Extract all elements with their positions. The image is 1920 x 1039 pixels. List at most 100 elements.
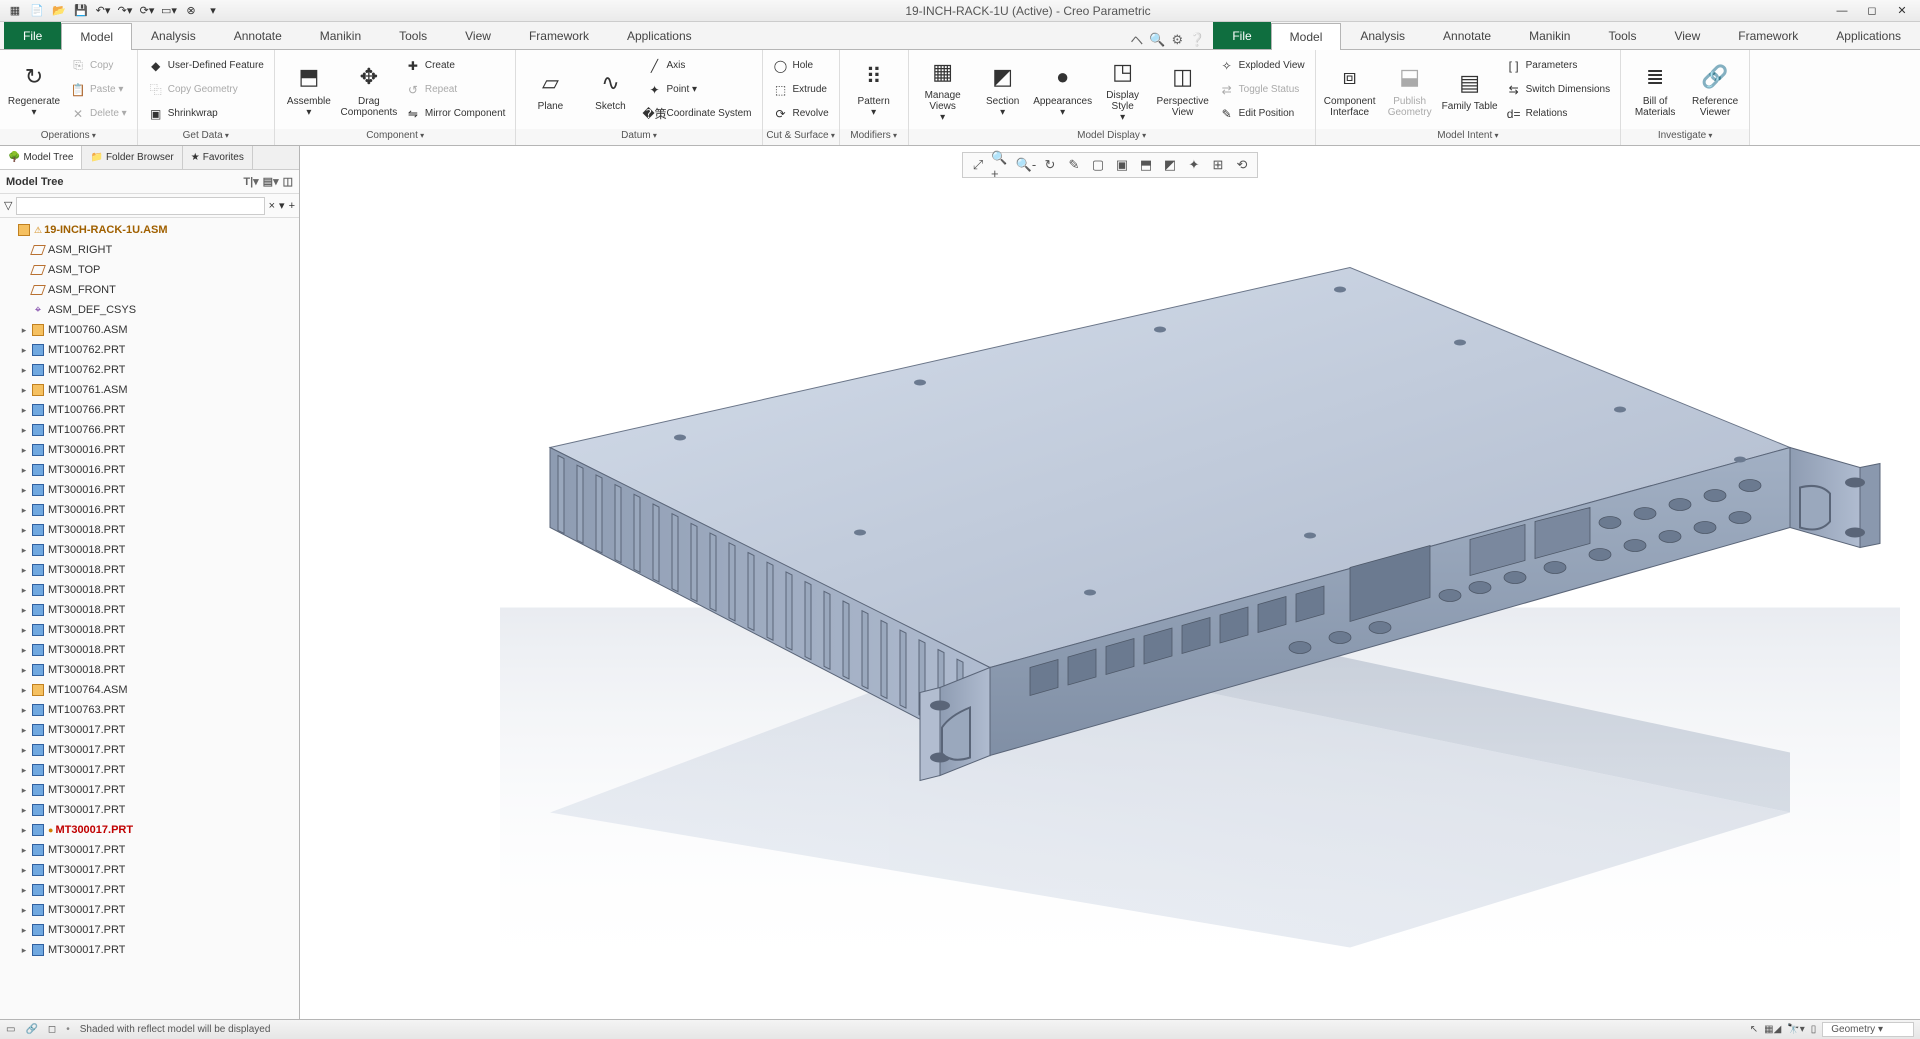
sidebar-tab-folder-browser[interactable]: 📁Folder Browser [82,146,182,169]
tree-expand-icon[interactable]: ▸ [18,905,30,916]
view-tool-11[interactable]: ⟲ [1231,154,1253,176]
tree-expand-icon[interactable]: ▸ [18,885,30,896]
ribbon-tab-file[interactable]: File [4,22,61,49]
ribbon-btn-relations[interactable]: d=Relations [1502,103,1614,125]
minimize-button[interactable]: — [1828,2,1856,20]
qat-close-icon[interactable]: ⊗ [182,2,200,20]
tree-expand-icon[interactable]: ▸ [18,625,30,636]
ribbon-btn-delete-[interactable]: ✕Delete ▾ [66,103,131,125]
qat-windows-icon[interactable]: ▭▾ [160,2,178,20]
tree-expand-icon[interactable]: ▸ [18,465,30,476]
qat-save-icon[interactable]: 💾 [72,2,90,20]
tree-expand-icon[interactable]: ▸ [18,865,30,876]
ribbon-btn-edit-position[interactable]: ✎Edit Position [1215,103,1309,125]
ribbon-btn-manage-views[interactable]: ▦Manage Views▾ [915,54,971,126]
qat-new-icon[interactable]: ▦ [6,2,24,20]
tree-node[interactable]: ▸MT100760.ASM [0,320,299,340]
status-binoculars-icon[interactable]: 🔭▾ [1787,1024,1804,1035]
close-button[interactable]: ✕ [1888,2,1916,20]
view-tool-5[interactable]: ▢ [1087,154,1109,176]
tree-expand-icon[interactable]: ▸ [18,405,30,416]
ribbon-btn-pattern[interactable]: ⠿Pattern▾ [846,54,902,126]
ribbon-btn-plane[interactable]: ▱Plane [522,54,578,126]
ribbon-tab-view[interactable]: View [1655,22,1719,49]
view-tool-9[interactable]: ✦ [1183,154,1205,176]
ribbon-btn-bill-of-materials[interactable]: ≣Bill of Materials [1627,54,1683,126]
qat-regen-icon[interactable]: ⟳▾ [138,2,156,20]
tree-expand-icon[interactable]: ▸ [18,365,30,376]
ribbon-btn-shrinkwrap[interactable]: ▣Shrinkwrap [144,103,268,125]
ribbon-btn-user-defined-feature[interactable]: ◆User-Defined Feature [144,55,268,77]
tree-node[interactable]: ▸MT300017.PRT [0,720,299,740]
ribbon-group-label[interactable]: Model Display [909,129,1315,145]
ribbon-group-label[interactable]: Datum [516,129,761,145]
sidebar-tab-model-tree[interactable]: 🌳Model Tree [0,146,82,169]
ribbon-group-label[interactable]: Modifiers [840,129,908,145]
ribbon-btn-extrude[interactable]: ⬚Extrude [769,79,833,101]
sidebar-tab-favorites[interactable]: ★Favorites [183,146,253,169]
tree-filter-input[interactable] [16,197,264,215]
ribbon-tab-model[interactable]: Model [1271,23,1342,50]
tree-expand-icon[interactable]: ▸ [18,745,30,756]
tree-node[interactable]: ⌖ASM_DEF_CSYS [0,300,299,320]
ribbon-btn-assemble[interactable]: ⬒Assemble▾ [281,54,337,126]
ribbon-btn-section[interactable]: ◩Section▾ [975,54,1031,126]
view-tool-7[interactable]: ⬒ [1135,154,1157,176]
ribbon-tab-framework[interactable]: Framework [510,22,608,49]
tree-expand-icon[interactable]: ▸ [18,725,30,736]
tree-expand-icon[interactable]: ▸ [18,385,30,396]
tree-expand-icon[interactable]: ▸ [18,705,30,716]
tree-expand-icon[interactable]: ▸ [18,425,30,436]
status-selection-icon[interactable]: ↖ [1750,1024,1758,1035]
tree-node[interactable]: ▸MT300018.PRT [0,620,299,640]
tree-node[interactable]: ▸MT300016.PRT [0,440,299,460]
tree-expand-icon[interactable]: ▸ [18,545,30,556]
ribbon-btn-exploded-view[interactable]: ✧Exploded View [1215,55,1309,77]
tree-expand-icon[interactable]: ▸ [18,445,30,456]
ribbon-settings-icon[interactable]: ⚙ [1171,32,1183,48]
tree-node[interactable]: ▸MT300017.PRT [0,900,299,920]
status-filter-icon[interactable]: ▯ [1811,1024,1817,1035]
tree-node[interactable]: ▸MT300017.PRT [0,940,299,960]
tree-expand-icon[interactable]: ▸ [18,825,30,836]
ribbon-btn-create[interactable]: ✚Create [401,55,510,77]
maximize-button[interactable]: ◻ [1858,2,1886,20]
tree-node[interactable]: ▸MT300017.PRT [0,740,299,760]
tree-expand-icon[interactable]: ▸ [18,325,30,336]
tree-node[interactable]: ▸●MT300017.PRT [0,820,299,840]
tree-filter-menu-icon[interactable]: ▾ [279,199,285,212]
qat-more-icon[interactable]: ▾ [204,2,222,20]
tree-tool-layers-icon[interactable]: ◫ [283,175,293,188]
ribbon-tab-tools[interactable]: Tools [380,22,446,49]
view-tool-1[interactable]: 🔍+ [991,154,1013,176]
ribbon-group-label[interactable]: Investigate [1621,129,1749,145]
view-tool-10[interactable]: ⊞ [1207,154,1229,176]
ribbon-btn-axis[interactable]: ╱Axis [642,55,755,77]
ribbon-tab-annotate[interactable]: Annotate [215,22,301,49]
ribbon-btn-paste-[interactable]: 📋Paste ▾ [66,79,131,101]
ribbon-btn-switch-dimensions[interactable]: ⇆Switch Dimensions [1502,79,1614,101]
view-tool-8[interactable]: ◩ [1159,154,1181,176]
tree-filter-icon[interactable]: ▽ [4,199,12,212]
tree-node[interactable]: ▸MT100764.ASM [0,680,299,700]
tree-node[interactable]: ▸MT300016.PRT [0,480,299,500]
ribbon-tab-file[interactable]: File [1213,22,1270,49]
ribbon-btn-repeat[interactable]: ↺Repeat [401,79,510,101]
view-tool-0[interactable]: ⤢ [967,154,989,176]
tree-expand-icon[interactable]: ▸ [18,485,30,496]
ribbon-tab-applications[interactable]: Applications [1817,22,1920,49]
tree-node[interactable]: ▸MT300018.PRT [0,540,299,560]
status-icon-1[interactable]: ▭ [6,1024,15,1035]
ribbon-btn-copy-geometry[interactable]: ⿻Copy Geometry [144,79,268,101]
status-icon-3[interactable]: ◻ [48,1024,56,1035]
tree-node[interactable]: ▸MT300017.PRT [0,760,299,780]
tree-node[interactable]: ▸MT100762.PRT [0,360,299,380]
ribbon-group-label[interactable]: Model Intent [1316,129,1620,145]
viewport[interactable]: ⤢🔍+🔍-↻✎▢▣⬒◩✦⊞⟲ [300,146,1920,1019]
ribbon-btn-publish-geometry[interactable]: ⬓Publish Geometry [1382,54,1438,126]
qat-open-icon[interactable]: 📂 [50,2,68,20]
tree-expand-icon[interactable]: ▸ [18,765,30,776]
ribbon-btn-point-[interactable]: ✦Point ▾ [642,79,755,101]
tree-node[interactable]: ASM_FRONT [0,280,299,300]
model-tree[interactable]: ⚠19-INCH-RACK-1U.ASMASM_RIGHTASM_TOPASM_… [0,218,299,1019]
